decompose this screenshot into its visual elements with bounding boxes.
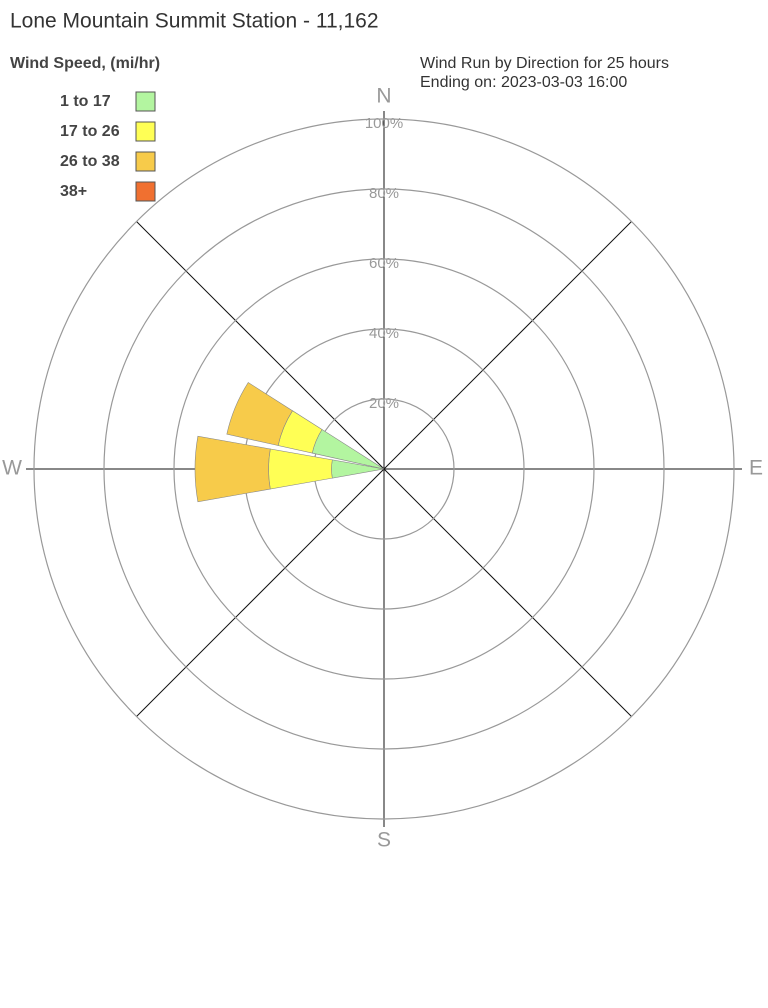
compass-label: W — [2, 457, 22, 480]
wedge — [194, 435, 271, 503]
compass-label: S — [377, 829, 391, 852]
r-tick-label: 20% — [369, 395, 399, 412]
legend-swatch — [135, 151, 156, 172]
wedges — [194, 382, 385, 503]
subtitle: Ending on: 2023-03-03 16:00 — [420, 74, 627, 91]
r-tick-label: 60% — [369, 255, 399, 272]
legend-swatch — [135, 121, 156, 142]
grid-ring — [103, 188, 665, 750]
compass-label: E — [749, 457, 763, 480]
legend-label: 17 to 26 — [60, 123, 120, 140]
grid-ring — [33, 118, 735, 820]
grid — [26, 111, 742, 827]
legend-swatch — [135, 91, 156, 112]
spoke — [136, 468, 385, 717]
r-tick-label: 40% — [369, 325, 399, 342]
r-tick-label: 100% — [365, 115, 403, 132]
legend-title: Wind Speed, (mi/hr) — [10, 55, 160, 72]
spoke — [383, 221, 632, 470]
legend-label: 38+ — [60, 183, 87, 200]
wedge — [226, 382, 293, 446]
legend-swatch — [135, 181, 156, 202]
spoke — [383, 468, 632, 717]
legend-label: 26 to 38 — [60, 153, 120, 170]
r-tick-label: 80% — [369, 185, 399, 202]
compass-label: N — [376, 85, 391, 108]
legend-label: 1 to 17 — [60, 93, 111, 110]
chart-title: Lone Mountain Summit Station - 11,162 — [10, 10, 379, 33]
spoke — [136, 221, 385, 470]
subtitle: Wind Run by Direction for 25 hours — [420, 55, 669, 72]
labels: 20% 40% 60% 80% 100% N E S W 1 to 17 17 to 26 26 to… — [2, 85, 763, 852]
grid-ring — [173, 258, 595, 680]
